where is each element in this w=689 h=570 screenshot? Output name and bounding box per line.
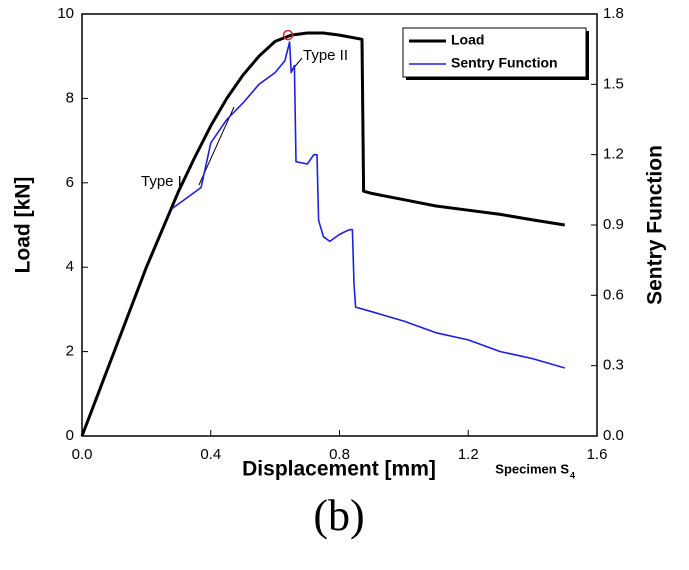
specimen-label: Specimen S (495, 461, 569, 476)
y-tick-label: 2 (66, 343, 74, 360)
y-tick-label: 10 (57, 5, 74, 22)
y-tick-label: 6 (66, 174, 74, 191)
y-axis-title: Load [kN] (12, 177, 35, 274)
y-tick-label: 8 (66, 89, 74, 106)
y2-tick-label: 0.0 (603, 427, 624, 444)
series-line (80, 31, 566, 437)
y2-tick-label: 0.9 (603, 216, 624, 233)
y-tick-label: 0 (66, 427, 74, 444)
x-tick-label: 0.8 (329, 446, 350, 463)
caption: (b) (313, 491, 364, 540)
x-axis-title: Displacement [mm] (242, 458, 436, 481)
legend (402, 27, 587, 78)
y2-tick-label: 1.8 (603, 5, 624, 22)
x-tick-label: 1.2 (458, 446, 479, 463)
x-tick-label: 0.0 (72, 446, 93, 463)
y-tick-label: 4 (66, 258, 74, 275)
x-tick-label: 1.6 (587, 446, 608, 463)
series-line (171, 41, 566, 369)
annotation: Type I (141, 173, 182, 190)
legend-label: Sentry Function (451, 55, 558, 71)
y2-axis-title: Sentry Function (644, 145, 667, 305)
y2-tick-label: 0.3 (603, 357, 624, 374)
y2-tick-label: 1.5 (603, 75, 624, 92)
x-tick-label: 0.4 (200, 446, 221, 463)
specimen-subscript: 4 (570, 470, 575, 480)
y2-tick-label: 1.2 (603, 146, 624, 163)
y2-tick-label: 0.6 (603, 286, 624, 303)
legend-label: Load (451, 32, 484, 48)
annotation: Type II (303, 47, 348, 64)
peak-marker (282, 29, 294, 41)
